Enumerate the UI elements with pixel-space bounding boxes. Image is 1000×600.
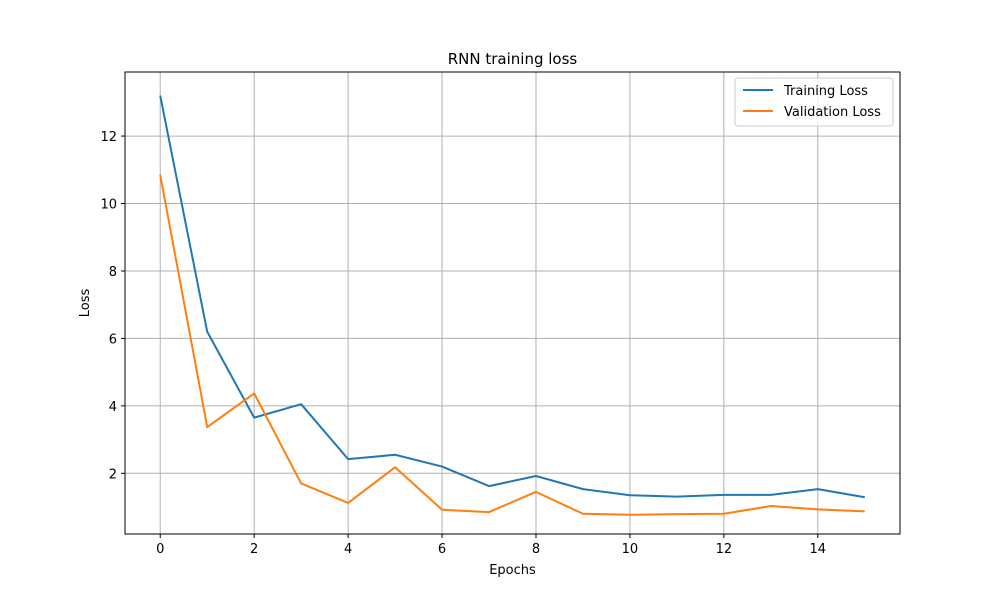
series-line-training-loss <box>159 95 865 499</box>
axis-ticks: 0 2 4 6 8 10 12 14 2 4 6 8 10 12 <box>100 130 826 557</box>
legend-label-training-loss: Training Loss <box>783 84 868 99</box>
y-tick-label: 6 <box>109 332 117 347</box>
legend-label-validation-loss: Validation Loss <box>784 105 881 120</box>
x-tick-label: 2 <box>250 542 258 557</box>
y-tick-label: 12 <box>100 130 117 145</box>
series-lines <box>159 95 865 516</box>
y-tick-label: 2 <box>109 467 117 482</box>
x-tick-label: 10 <box>622 542 639 557</box>
x-axis-label: Epochs <box>489 563 536 578</box>
y-tick-label: 8 <box>109 265 117 280</box>
x-tick-label: 14 <box>810 542 827 557</box>
chart-title: RNN training loss <box>448 50 578 68</box>
y-tick-label: 4 <box>109 400 117 415</box>
x-tick-label: 6 <box>438 542 446 557</box>
x-tick-label: 12 <box>716 542 733 557</box>
x-tick-label: 8 <box>532 542 540 557</box>
plot-area-frame <box>124 71 901 535</box>
x-tick-label: 0 <box>156 542 164 557</box>
legend: Training Loss Validation Loss <box>734 77 894 127</box>
grid <box>125 72 900 534</box>
legend-box <box>734 77 894 127</box>
y-tick-label: 10 <box>100 198 117 213</box>
x-tick-label: 4 <box>344 542 352 557</box>
y-axis-label: Loss <box>78 289 93 318</box>
series-line-validation-loss <box>159 174 865 516</box>
